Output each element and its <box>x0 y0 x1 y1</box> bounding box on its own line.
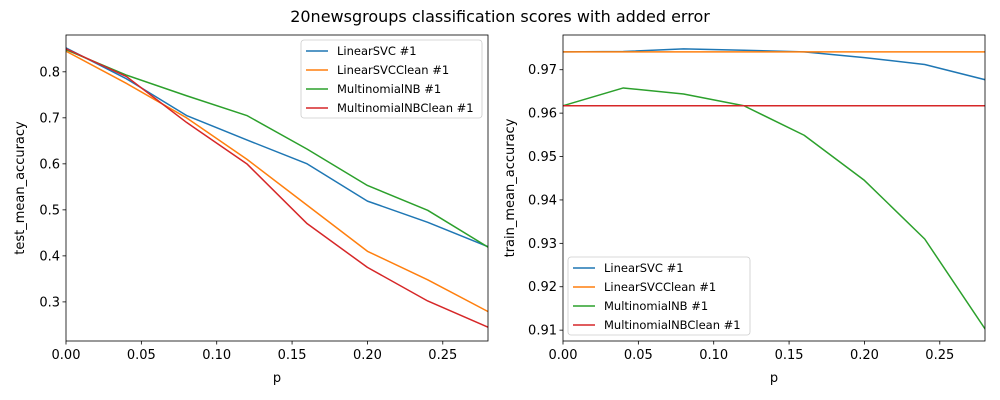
y-tick-label: 0.94 <box>528 193 557 208</box>
x-tick-label: 0.00 <box>549 348 578 363</box>
series-group <box>66 47 488 329</box>
y-tick-label: 0.6 <box>39 157 60 172</box>
x-tick-label: 0.10 <box>202 348 231 363</box>
legend-box <box>567 256 751 336</box>
x-tick-label: 0.15 <box>775 348 804 363</box>
series-group <box>563 48 985 330</box>
x-tick-label: 0.15 <box>278 348 307 363</box>
y-tick-label: 0.91 <box>528 324 557 339</box>
y-tick-label: 0.93 <box>528 237 557 252</box>
y-tick-label: 0.5 <box>39 203 60 218</box>
x-tick-label: 0.25 <box>925 348 954 363</box>
x-tick-label: 0.05 <box>624 348 653 363</box>
y-tick-label: 0.96 <box>528 107 557 122</box>
legend-label: LinearSVCClean #1 <box>337 63 449 77</box>
y-axis-label: test_mean_accuracy <box>13 121 28 255</box>
series-line-linearsvcclean-1 <box>66 50 488 313</box>
legend-label: MultinomialNBClean #1 <box>604 318 741 332</box>
x-tick-label: 0.10 <box>699 348 728 363</box>
x-tick-label: 0.25 <box>428 348 457 363</box>
x-tick-label: 0.00 <box>52 348 81 363</box>
legend: LinearSVC #1 LinearSVCClean #1 Multinomial… <box>567 256 751 336</box>
series-line-multinomialnbclean-1 <box>66 47 488 329</box>
y-tick-label: 0.4 <box>39 249 60 264</box>
left-axes-test-accuracy: 0.00 0.05 0.10 0.15 0.20 0.25 0.3 0.4 0.5 0.6 0.7 0… <box>13 34 489 386</box>
axes-frame <box>65 34 489 342</box>
legend-box <box>300 39 483 119</box>
y-tick-label: 0.95 <box>528 150 557 165</box>
y-tick-label: 0.8 <box>39 65 60 80</box>
legend: LinearSVC #1 LinearSVCClean #1 Multinomial… <box>300 39 483 119</box>
x-tick-label: 0.05 <box>127 348 156 363</box>
x-axis-label: p <box>273 371 281 386</box>
y-tick-label: 0.97 <box>528 63 557 78</box>
legend-label: LinearSVC #1 <box>604 261 684 275</box>
x-axis-label: p <box>770 371 778 386</box>
legend-label: MultinomialNBClean #1 <box>337 101 474 115</box>
series-line-multinomialnb-1 <box>563 87 985 330</box>
y-tick-label: 0.7 <box>39 111 60 126</box>
legend-label: LinearSVC #1 <box>337 44 417 58</box>
y-tick-label: 0.92 <box>528 280 557 295</box>
legend-label: MultinomialNB #1 <box>604 299 708 313</box>
y-axis-label: train_mean_accuracy <box>503 118 518 257</box>
figure-title: 20newsgroups classification scores with … <box>290 7 710 26</box>
x-tick-label: 0.20 <box>353 348 382 363</box>
x-tick-label: 0.20 <box>850 348 879 363</box>
legend-label: LinearSVCClean #1 <box>604 280 716 294</box>
series-line-multinomialnb-1 <box>66 48 488 249</box>
right-axes-train-accuracy: 0.00 0.05 0.10 0.15 0.20 0.25 0.91 0.92 0.93 0.94… <box>503 34 986 386</box>
series-line-linearsvc-1 <box>563 48 985 81</box>
axes-frame <box>562 34 986 342</box>
y-tick-label: 0.3 <box>39 295 60 310</box>
legend-label: MultinomialNB #1 <box>337 82 441 96</box>
